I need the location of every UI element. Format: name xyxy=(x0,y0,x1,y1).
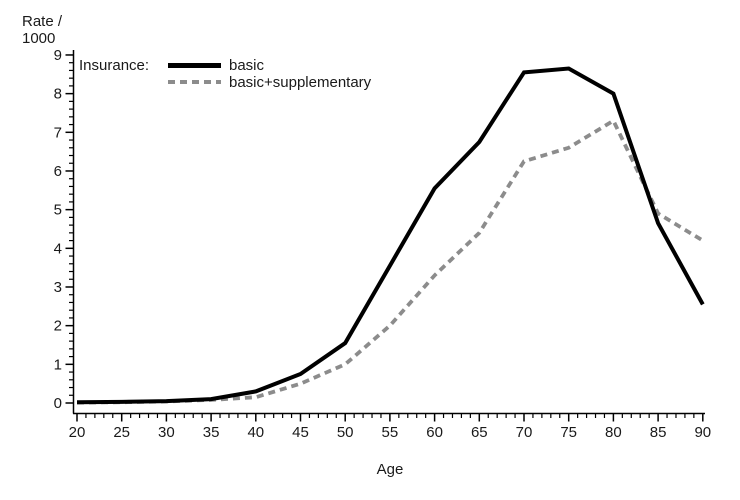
x-tick-label: 70 xyxy=(516,424,533,441)
y-tick-label: 9 xyxy=(54,47,62,64)
x-tick-label: 60 xyxy=(426,424,443,441)
legend-label-basic: basic xyxy=(229,57,265,74)
y-tick-label: 5 xyxy=(54,202,62,219)
x-tick-label: 25 xyxy=(113,424,130,441)
x-tick-label: 50 xyxy=(337,424,354,441)
y-tick-label: 0 xyxy=(54,395,62,412)
x-tick-label: 65 xyxy=(471,424,488,441)
x-tick-label: 40 xyxy=(247,424,264,441)
y-tick-label: 1 xyxy=(54,356,62,373)
y-tick-label: 4 xyxy=(54,240,62,257)
y-tick-label: 7 xyxy=(54,124,62,141)
x-tick-label: 55 xyxy=(382,424,399,441)
legend-label-basic-supplementary: basic+supplementary xyxy=(229,74,372,91)
x-tick-label: 85 xyxy=(650,424,667,441)
legend-swatch-basic-supplementary xyxy=(168,80,221,84)
y-tick-label: 6 xyxy=(54,163,62,180)
y-axis-title: Rate / 1000 xyxy=(22,13,63,47)
y-tick-label: 3 xyxy=(54,279,62,296)
x-tick-label: 75 xyxy=(560,424,577,441)
x-tick-label: 30 xyxy=(158,424,175,441)
x-tick-label: 45 xyxy=(292,424,309,441)
x-tick-label: 80 xyxy=(605,424,622,441)
x-axis-title: Age xyxy=(376,461,404,478)
y-tick-label: 8 xyxy=(54,86,62,103)
x-tick-label: 90 xyxy=(694,424,711,441)
y-tick-label: 2 xyxy=(54,318,62,335)
legend-title: Insurance: xyxy=(79,57,150,74)
series-line-basic xyxy=(76,66,705,405)
legend-swatch-basic xyxy=(168,63,221,68)
series-line-basic-supplementary xyxy=(76,118,704,405)
x-tick-label: 35 xyxy=(203,424,220,441)
x-tick-label: 20 xyxy=(69,424,86,441)
